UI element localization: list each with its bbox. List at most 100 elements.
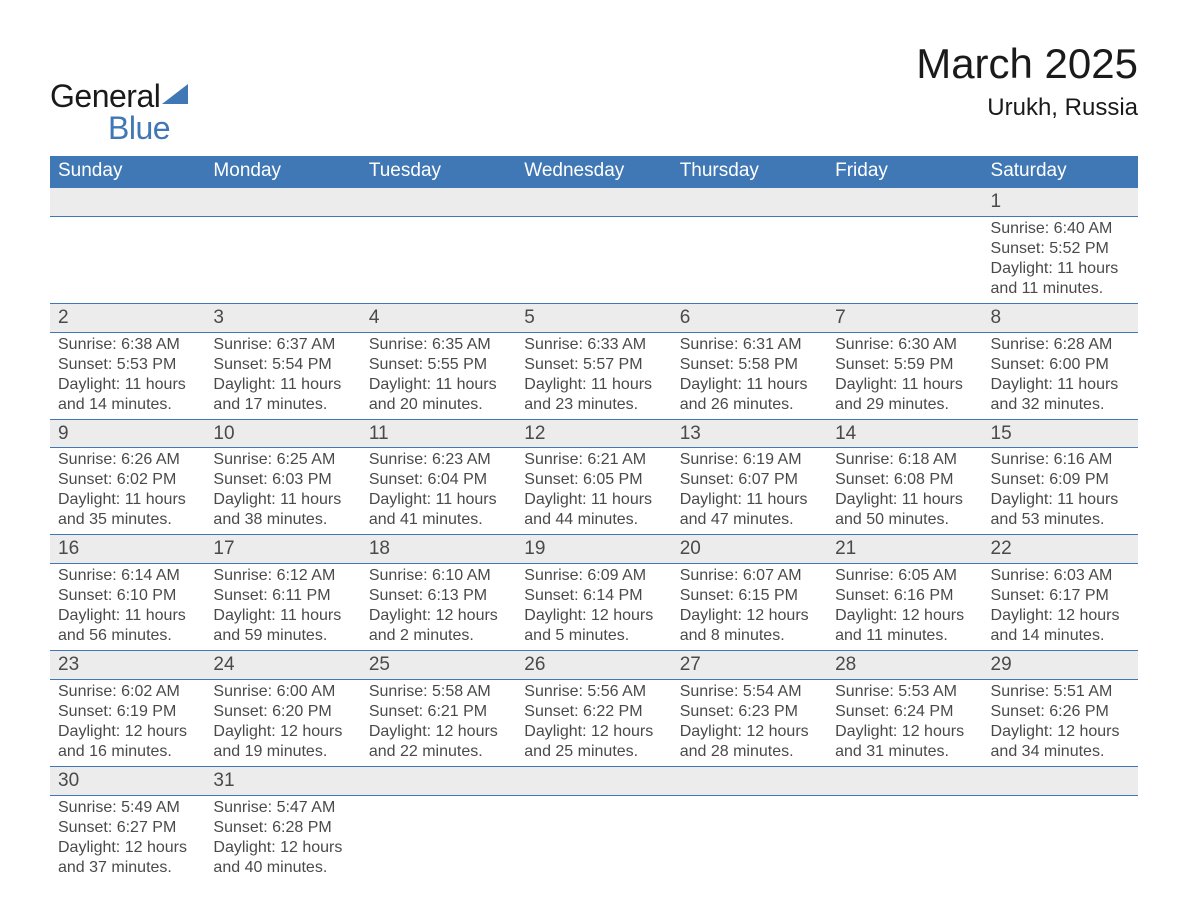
day-number: 30 xyxy=(50,766,205,795)
sunrise-text: Sunrise: 6:21 AM xyxy=(524,450,663,470)
day-cell xyxy=(361,216,516,303)
daylight-text-line2: and 19 minutes. xyxy=(213,742,352,762)
sunrise-text: Sunrise: 6:23 AM xyxy=(369,450,508,470)
day-cell xyxy=(672,795,827,882)
daylight-text-line1: Daylight: 11 hours xyxy=(213,375,352,395)
day-cell xyxy=(50,216,205,303)
sunset-text: Sunset: 6:13 PM xyxy=(369,586,508,606)
sunset-text: Sunset: 6:04 PM xyxy=(369,470,508,490)
daylight-text-line2: and 23 minutes. xyxy=(524,395,663,415)
day-cell: Sunrise: 5:58 AMSunset: 6:21 PMDaylight:… xyxy=(361,679,516,766)
day-number: 17 xyxy=(205,535,360,564)
day-number: 24 xyxy=(205,651,360,680)
week-info-row: Sunrise: 5:49 AMSunset: 6:27 PMDaylight:… xyxy=(50,795,1138,882)
daylight-text-line2: and 28 minutes. xyxy=(680,742,819,762)
day-number: 9 xyxy=(50,419,205,448)
day-number: 29 xyxy=(983,651,1138,680)
sunrise-text: Sunrise: 6:33 AM xyxy=(524,335,663,355)
sunset-text: Sunset: 6:11 PM xyxy=(213,586,352,606)
day-cell: Sunrise: 5:51 AMSunset: 6:26 PMDaylight:… xyxy=(983,679,1138,766)
day-number: 22 xyxy=(983,535,1138,564)
daylight-text-line2: and 5 minutes. xyxy=(524,626,663,646)
sunrise-text: Sunrise: 5:56 AM xyxy=(524,682,663,702)
week-daynum-row: 2345678 xyxy=(50,303,1138,332)
daylight-text-line1: Daylight: 12 hours xyxy=(369,606,508,626)
daylight-text-line1: Daylight: 12 hours xyxy=(213,838,352,858)
daylight-text-line2: and 38 minutes. xyxy=(213,510,352,530)
sunset-text: Sunset: 5:55 PM xyxy=(369,355,508,375)
day-number xyxy=(516,187,671,216)
col-monday: Monday xyxy=(205,156,360,187)
week-info-row: Sunrise: 6:02 AMSunset: 6:19 PMDaylight:… xyxy=(50,679,1138,766)
daylight-text-line2: and 11 minutes. xyxy=(991,279,1130,299)
sunset-text: Sunset: 6:23 PM xyxy=(680,702,819,722)
daylight-text-line1: Daylight: 11 hours xyxy=(524,375,663,395)
sunrise-text: Sunrise: 6:00 AM xyxy=(213,682,352,702)
daylight-text-line1: Daylight: 12 hours xyxy=(991,722,1130,742)
sunset-text: Sunset: 5:52 PM xyxy=(991,239,1130,259)
day-number xyxy=(361,766,516,795)
daylight-text-line2: and 59 minutes. xyxy=(213,626,352,646)
day-cell xyxy=(516,795,671,882)
col-wednesday: Wednesday xyxy=(516,156,671,187)
daylight-text-line1: Daylight: 11 hours xyxy=(524,490,663,510)
daylight-text-line2: and 41 minutes. xyxy=(369,510,508,530)
day-cell: Sunrise: 6:33 AMSunset: 5:57 PMDaylight:… xyxy=(516,332,671,419)
sunrise-text: Sunrise: 6:28 AM xyxy=(991,335,1130,355)
daylight-text-line1: Daylight: 11 hours xyxy=(835,490,974,510)
daylight-text-line2: and 53 minutes. xyxy=(991,510,1130,530)
day-cell: Sunrise: 6:12 AMSunset: 6:11 PMDaylight:… xyxy=(205,564,360,651)
day-number: 23 xyxy=(50,651,205,680)
sunset-text: Sunset: 6:22 PM xyxy=(524,702,663,722)
sunset-text: Sunset: 6:02 PM xyxy=(58,470,197,490)
header-row: General Blue March 2025 Urukh, Russia xyxy=(50,40,1138,144)
daylight-text-line1: Daylight: 12 hours xyxy=(369,722,508,742)
day-cell: Sunrise: 6:31 AMSunset: 5:58 PMDaylight:… xyxy=(672,332,827,419)
logo: General Blue xyxy=(50,80,188,144)
col-saturday: Saturday xyxy=(983,156,1138,187)
sunset-text: Sunset: 6:03 PM xyxy=(213,470,352,490)
sunset-text: Sunset: 5:57 PM xyxy=(524,355,663,375)
daylight-text-line1: Daylight: 12 hours xyxy=(58,722,197,742)
sunset-text: Sunset: 6:26 PM xyxy=(991,702,1130,722)
day-number: 16 xyxy=(50,535,205,564)
day-number: 26 xyxy=(516,651,671,680)
day-number: 5 xyxy=(516,303,671,332)
sunrise-text: Sunrise: 6:03 AM xyxy=(991,566,1130,586)
day-cell: Sunrise: 6:21 AMSunset: 6:05 PMDaylight:… xyxy=(516,448,671,535)
sunset-text: Sunset: 6:24 PM xyxy=(835,702,974,722)
day-cell: Sunrise: 6:10 AMSunset: 6:13 PMDaylight:… xyxy=(361,564,516,651)
day-number xyxy=(50,187,205,216)
col-thursday: Thursday xyxy=(672,156,827,187)
daylight-text-line2: and 31 minutes. xyxy=(835,742,974,762)
logo-text-general: General xyxy=(50,80,160,112)
day-number xyxy=(827,766,982,795)
daylight-text-line1: Daylight: 12 hours xyxy=(524,722,663,742)
sunrise-text: Sunrise: 5:58 AM xyxy=(369,682,508,702)
day-cell: Sunrise: 5:53 AMSunset: 6:24 PMDaylight:… xyxy=(827,679,982,766)
sunrise-text: Sunrise: 6:26 AM xyxy=(58,450,197,470)
daylight-text-line2: and 25 minutes. xyxy=(524,742,663,762)
day-cell: Sunrise: 6:30 AMSunset: 5:59 PMDaylight:… xyxy=(827,332,982,419)
day-cell: Sunrise: 6:40 AMSunset: 5:52 PMDaylight:… xyxy=(983,216,1138,303)
daylight-text-line2: and 14 minutes. xyxy=(58,395,197,415)
day-cell: Sunrise: 5:54 AMSunset: 6:23 PMDaylight:… xyxy=(672,679,827,766)
day-number: 12 xyxy=(516,419,671,448)
col-friday: Friday xyxy=(827,156,982,187)
daylight-text-line2: and 2 minutes. xyxy=(369,626,508,646)
daylight-text-line1: Daylight: 11 hours xyxy=(680,375,819,395)
day-number: 10 xyxy=(205,419,360,448)
daylight-text-line2: and 14 minutes. xyxy=(991,626,1130,646)
daylight-text-line2: and 50 minutes. xyxy=(835,510,974,530)
daylight-text-line2: and 8 minutes. xyxy=(680,626,819,646)
daylight-text-line2: and 16 minutes. xyxy=(58,742,197,762)
daylight-text-line1: Daylight: 11 hours xyxy=(991,259,1130,279)
daylight-text-line1: Daylight: 11 hours xyxy=(213,490,352,510)
day-number: 21 xyxy=(827,535,982,564)
sunset-text: Sunset: 6:19 PM xyxy=(58,702,197,722)
daylight-text-line2: and 26 minutes. xyxy=(680,395,819,415)
sunset-text: Sunset: 6:08 PM xyxy=(835,470,974,490)
day-cell: Sunrise: 6:35 AMSunset: 5:55 PMDaylight:… xyxy=(361,332,516,419)
daylight-text-line2: and 44 minutes. xyxy=(524,510,663,530)
day-number: 4 xyxy=(361,303,516,332)
